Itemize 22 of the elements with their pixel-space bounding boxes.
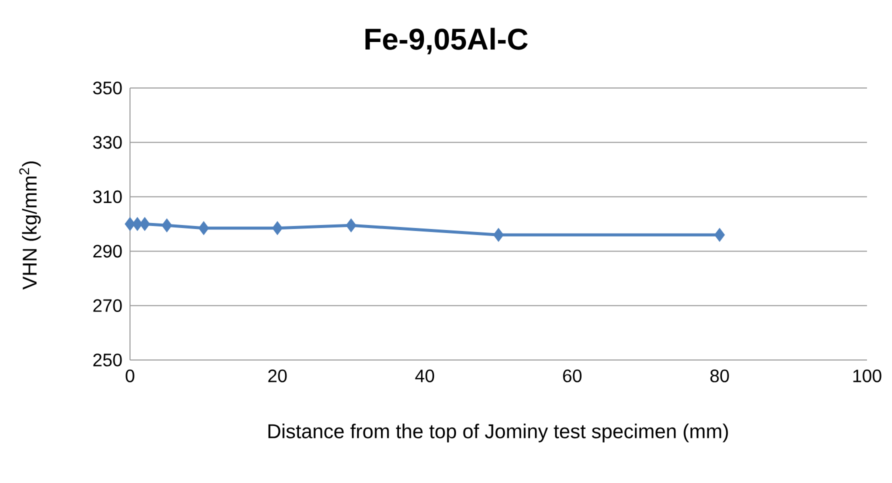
chart-title: Fe-9,05Al-C	[365, 28, 528, 54]
point	[162, 218, 172, 232]
point	[272, 221, 283, 236]
point	[714, 228, 725, 242]
x-tick-label: 60	[563, 370, 582, 382]
point	[139, 216, 150, 232]
y-tick-label: 250	[93, 354, 122, 366]
y-axis-title: VHN (kg/mm$^{2}$)	[19, 162, 41, 290]
x-axis-title: Distance from the top of Jominy test specimen (mm)	[268, 424, 728, 442]
y-tick-label: 290	[93, 244, 122, 258]
x-tick-label: 100	[853, 370, 882, 382]
y-tick-label: 310	[93, 190, 122, 204]
x-tick-label: 40	[415, 370, 434, 382]
y-tick-label: 270	[93, 299, 122, 312]
point	[346, 218, 356, 232]
x-tick-label: 80	[710, 370, 729, 382]
x-tick-label: 20	[268, 370, 287, 382]
y-tick-label: 350	[93, 82, 122, 94]
point	[493, 228, 504, 242]
y-tick-label: 330	[93, 136, 122, 149]
x-tick-label: 0	[126, 370, 134, 382]
point	[198, 221, 210, 236]
